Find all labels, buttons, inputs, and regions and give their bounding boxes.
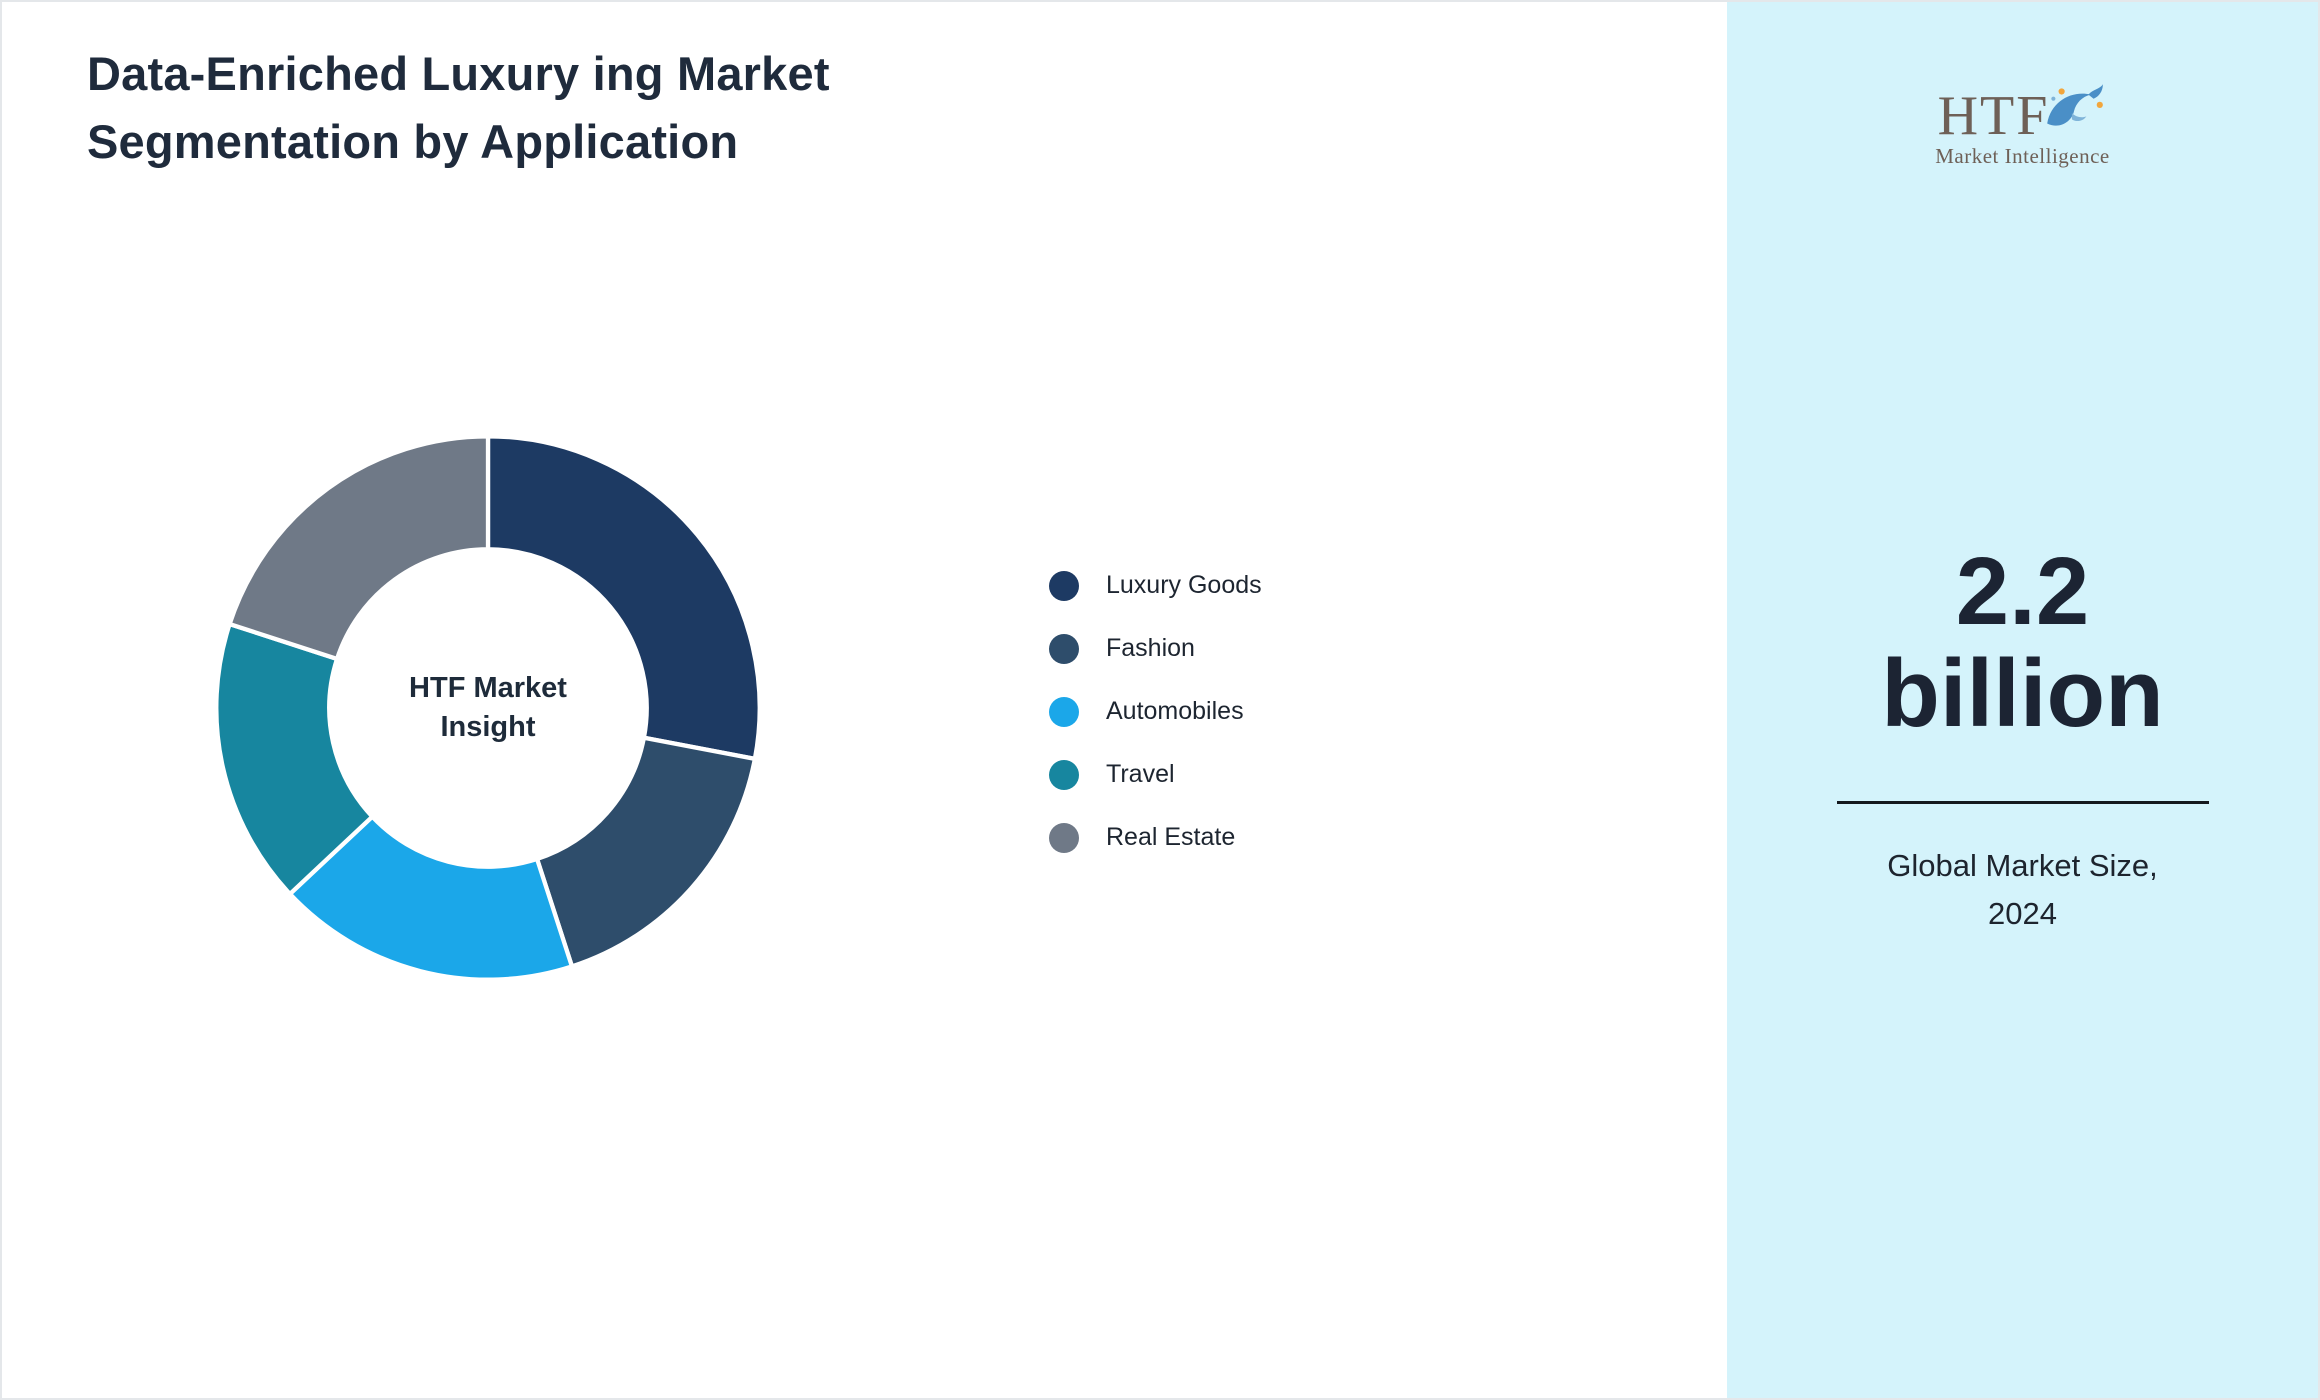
legend-swatch-icon: [1049, 570, 1079, 601]
market-size-caption: Global Market Size, 2024: [1887, 842, 2158, 938]
donut-segment-fashion: [534, 735, 758, 969]
legend-label: Real Estate: [1106, 823, 1236, 851]
legend-item-real-estate: Real Estate: [1049, 806, 1262, 869]
divider-line: [1836, 800, 2209, 804]
page-title-line2: Segmentation by Application: [87, 115, 739, 169]
donut-chart-svg: [214, 434, 762, 982]
legend-item-fashion: Fashion: [1049, 617, 1262, 680]
legend-item-travel: Travel: [1049, 743, 1262, 806]
legend-item-automobiles: Automobiles: [1049, 680, 1262, 743]
market-size-value: 2.2 billion: [1881, 541, 2164, 745]
donut-segment-real-estate: [227, 434, 491, 662]
donut-segment-automobiles: [287, 814, 575, 982]
donut-chart: HTF Market Insight: [202, 422, 774, 994]
htf-logo: HTF Market Intelligence: [1935, 84, 2110, 169]
htf-logo-text: HTF: [1937, 85, 2050, 147]
page-title-line1: Data-Enriched Luxury ing Market: [87, 47, 830, 100]
legend-swatch-icon: [1049, 759, 1079, 790]
chart-panel: Data-Enriched Luxury ing Market Segmenta…: [2, 2, 1727, 1398]
chart-legend: Luxury Goods Fashion Automobiles Travel …: [1049, 554, 1262, 869]
caption-line1: Global Market Size,: [1887, 847, 2158, 883]
legend-label: Fashion: [1106, 634, 1195, 662]
market-size-unit: billion: [1881, 639, 2164, 747]
legend-label: Travel: [1106, 760, 1175, 788]
donut-segment-luxury-goods: [485, 434, 762, 762]
legend-label: Automobiles: [1106, 697, 1244, 725]
legend-item-luxury-goods: Luxury Goods: [1049, 554, 1262, 617]
market-size-number: 2.2: [1955, 538, 2090, 645]
legend-swatch-icon: [1049, 633, 1079, 664]
market-size-panel: HTF Market Intelligence 2.2 billion Glob…: [1727, 2, 2318, 1398]
htf-logo-subtext: Market Intelligence: [1935, 144, 2110, 168]
legend-label: Luxury Goods: [1106, 571, 1262, 599]
donut-segment-travel: [214, 621, 375, 897]
dolphin-icon: [2047, 84, 2104, 126]
caption-line2: 2024: [1988, 895, 2057, 931]
legend-swatch-icon: [1049, 822, 1079, 853]
legend-swatch-icon: [1049, 696, 1079, 727]
page-title: Data-Enriched Luxury ing Market Segmenta…: [87, 40, 830, 176]
